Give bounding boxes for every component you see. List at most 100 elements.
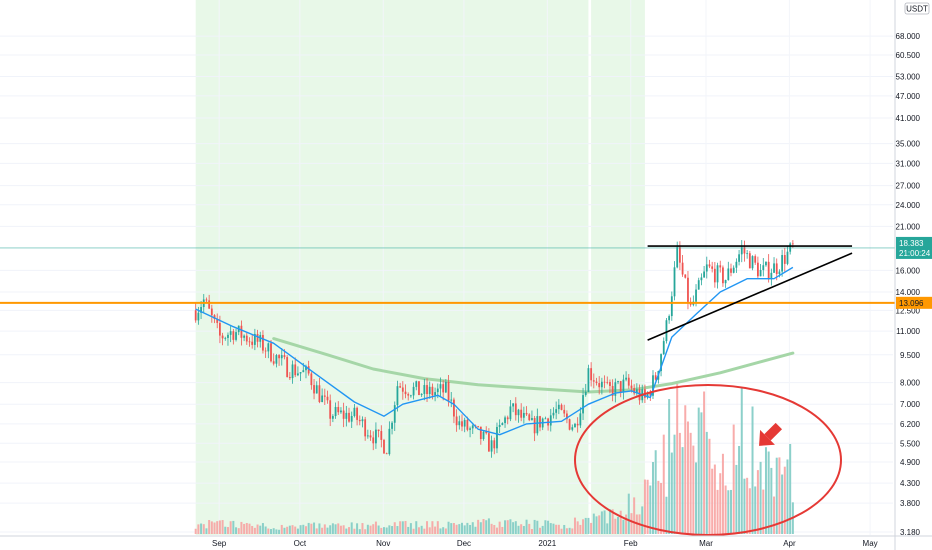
volume-bar — [617, 516, 620, 534]
volume-bar — [743, 478, 746, 534]
candle-body — [200, 307, 202, 313]
volume-bar — [382, 527, 385, 534]
candle-body — [695, 289, 697, 302]
volume-bar — [307, 522, 310, 534]
volume-bar — [339, 525, 342, 534]
volume-bar — [221, 520, 224, 534]
candle-body — [210, 308, 213, 316]
candle-body — [321, 395, 324, 403]
volume-bar — [590, 522, 593, 534]
volume-bar — [789, 444, 792, 534]
quote-unit-badge — [904, 2, 930, 15]
candle-body — [326, 396, 329, 401]
candle-body — [412, 386, 415, 396]
volume-bar — [452, 523, 455, 534]
volume-bar — [404, 520, 407, 534]
volume-bar — [568, 527, 571, 534]
volume-bar — [426, 521, 429, 534]
volume-bar — [493, 524, 496, 534]
candle-body — [705, 264, 708, 272]
candle-body — [455, 416, 458, 426]
candle-body — [549, 415, 552, 426]
trendlines[interactable] — [647, 245, 853, 341]
volume-bar — [592, 513, 595, 534]
candles — [194, 240, 794, 458]
volume-bar — [447, 521, 450, 534]
candle-body — [781, 255, 784, 272]
volume-bar — [213, 522, 216, 534]
volume-bar — [721, 453, 724, 534]
time-axis[interactable]: Sep Oct Nov Dec 2021 Feb Mar Apr May — [0, 535, 932, 548]
candle-body — [262, 334, 264, 351]
candle-body — [482, 431, 485, 440]
price-axis[interactable]: 68.000 60.500 53.000 47.000 41.000 35.000 31.0… — [894, 0, 932, 550]
volume-bar — [256, 524, 259, 534]
volume-bar — [563, 524, 566, 534]
candle-body — [576, 423, 579, 426]
volume-bar — [732, 424, 735, 534]
last-price-badge — [896, 236, 932, 259]
volume-bar — [727, 490, 730, 534]
y-tick-label: 53.000 — [896, 72, 921, 81]
volume-bar — [495, 527, 498, 534]
volume-bar — [210, 521, 213, 534]
y-tick-label: 12.500 — [896, 306, 921, 315]
candle-body — [229, 331, 232, 335]
volume-bar — [487, 518, 490, 534]
x-tick-label: 2021 — [538, 539, 556, 548]
volume-bar — [243, 523, 246, 534]
candle-body — [635, 389, 638, 394]
volume-bar — [533, 519, 536, 534]
volume-bar — [738, 445, 741, 534]
volume-bar — [646, 479, 649, 534]
y-tick-label: 6.200 — [900, 420, 921, 429]
candle-body — [372, 437, 375, 444]
volume-bar — [369, 525, 372, 534]
candle-body — [331, 416, 334, 419]
candle-body — [555, 409, 558, 413]
candle-body — [665, 320, 668, 342]
candle-body — [393, 405, 396, 423]
volume-bar — [364, 529, 367, 534]
volume-bar — [345, 528, 348, 534]
volume-bar — [270, 529, 273, 534]
volume-bar — [267, 528, 270, 534]
candle-body — [286, 357, 289, 377]
fast-ma-layer — [195, 266, 794, 436]
volume-bar — [665, 496, 668, 534]
volume-bar — [724, 485, 727, 534]
volume-bar — [229, 521, 232, 534]
candle-body — [703, 271, 705, 278]
y-tick-label: 47.000 — [896, 92, 921, 101]
candle-body — [366, 435, 369, 437]
candle-body — [557, 404, 560, 410]
volume-bar — [296, 528, 299, 534]
candle-body — [563, 409, 566, 414]
candle-body — [571, 427, 574, 430]
highlight-zone-1 — [195, 0, 589, 535]
volume-bar — [536, 520, 539, 534]
y-tick-label: 5.500 — [900, 439, 921, 448]
volume-bar — [520, 524, 523, 534]
y-tick-label: 14.000 — [896, 288, 921, 297]
ellipse-marker-icon — [574, 384, 842, 536]
volume-bar — [315, 528, 318, 534]
x-tick-label: Apr — [783, 539, 796, 548]
candle-body — [762, 265, 765, 271]
candle-body — [560, 404, 563, 410]
candle-body — [409, 395, 412, 397]
candle-body — [224, 337, 227, 339]
volume-bar — [218, 520, 221, 534]
candle-body — [609, 382, 611, 386]
volume-bar — [323, 524, 326, 534]
candle-body — [713, 268, 716, 283]
candle-body — [291, 364, 294, 379]
candle-body — [375, 429, 377, 444]
candle-body — [735, 261, 738, 268]
candle-body — [514, 403, 517, 416]
candle-body — [369, 435, 372, 438]
x-tick-label: May — [863, 539, 878, 548]
candle-body — [221, 335, 224, 339]
slow-ma-layer — [272, 337, 795, 394]
